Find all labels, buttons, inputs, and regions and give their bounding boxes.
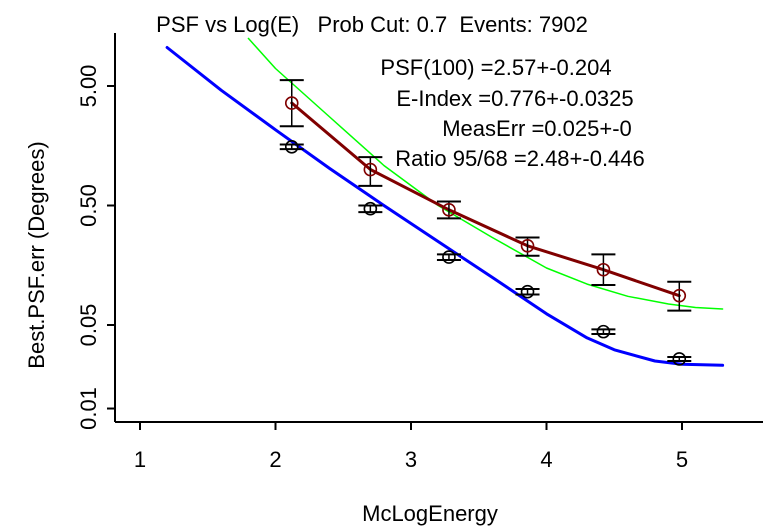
x-tick-label-1: 1 [134,447,146,472]
data-point-psf68-6 [672,352,687,366]
error-bar-psf68-2 [358,204,383,214]
x-tick-label-5: 5 [676,447,688,472]
points-layer [284,96,687,366]
error-bar-psf68-5 [591,328,616,336]
annotation-e-index: E-Index =0.776+-0.0325 [396,86,633,111]
data-point-psf95-2 [363,162,378,177]
data-point-psf95-4 [520,239,535,253]
data-point-psf68-2 [363,201,378,216]
annotation-psf100: PSF(100) =2.57+-0.204 [380,55,611,80]
data-point-psf95-6 [672,288,687,303]
y-tick-label-3: 5.00 [76,65,101,108]
error-bar-psf95-6 [667,280,692,312]
data-point-psf95-5 [596,262,611,277]
error-bar-psf95-1 [279,79,304,128]
data-point-psf68-1 [284,139,299,154]
x-tick-label-3: 3 [405,447,417,472]
error-bar-psf95-2 [358,156,383,187]
x-axis-label: McLogEnergy [362,501,498,526]
y-axis-label: Best.PSF.err (Degrees) [24,141,49,368]
data-point-psf68-3 [442,250,456,264]
data-point-psf95-3 [442,203,456,217]
error-bar-psf68-1 [279,143,304,151]
blue-fit-curve [165,46,725,367]
data-point-psf95-1 [284,96,299,110]
x-tick-label-2: 2 [269,447,281,472]
data-point-psf68-4 [520,284,535,299]
y-tick-label-0: 0.01 [76,387,101,430]
annotation-meas-err: MeasErr =0.025+-0 [442,116,632,141]
curves-layer [165,37,725,367]
green-fit-curve [247,37,724,310]
ticks-layer: 1 2 3 4 5 0.01 0.05 0.50 5.00 [76,65,688,472]
error-bar-psf68-4 [515,288,540,296]
annotation-ratio: Ratio 95/68 =2.48+-0.446 [395,146,645,171]
x-tick-label-4: 4 [540,447,552,472]
y-tick-label-1: 0.05 [76,304,101,347]
data-point-psf68-5 [596,324,611,339]
error-bar-psf68-6 [667,355,692,362]
error-bar-psf95-5 [591,253,616,287]
error-bar-psf68-3 [436,253,461,261]
y-tick-label-2: 0.50 [76,184,101,227]
chart-title: PSF vs Log(E) Prob Cut: 0.7 Events: 7902 [156,12,588,37]
darkred-connect-line [290,101,681,298]
